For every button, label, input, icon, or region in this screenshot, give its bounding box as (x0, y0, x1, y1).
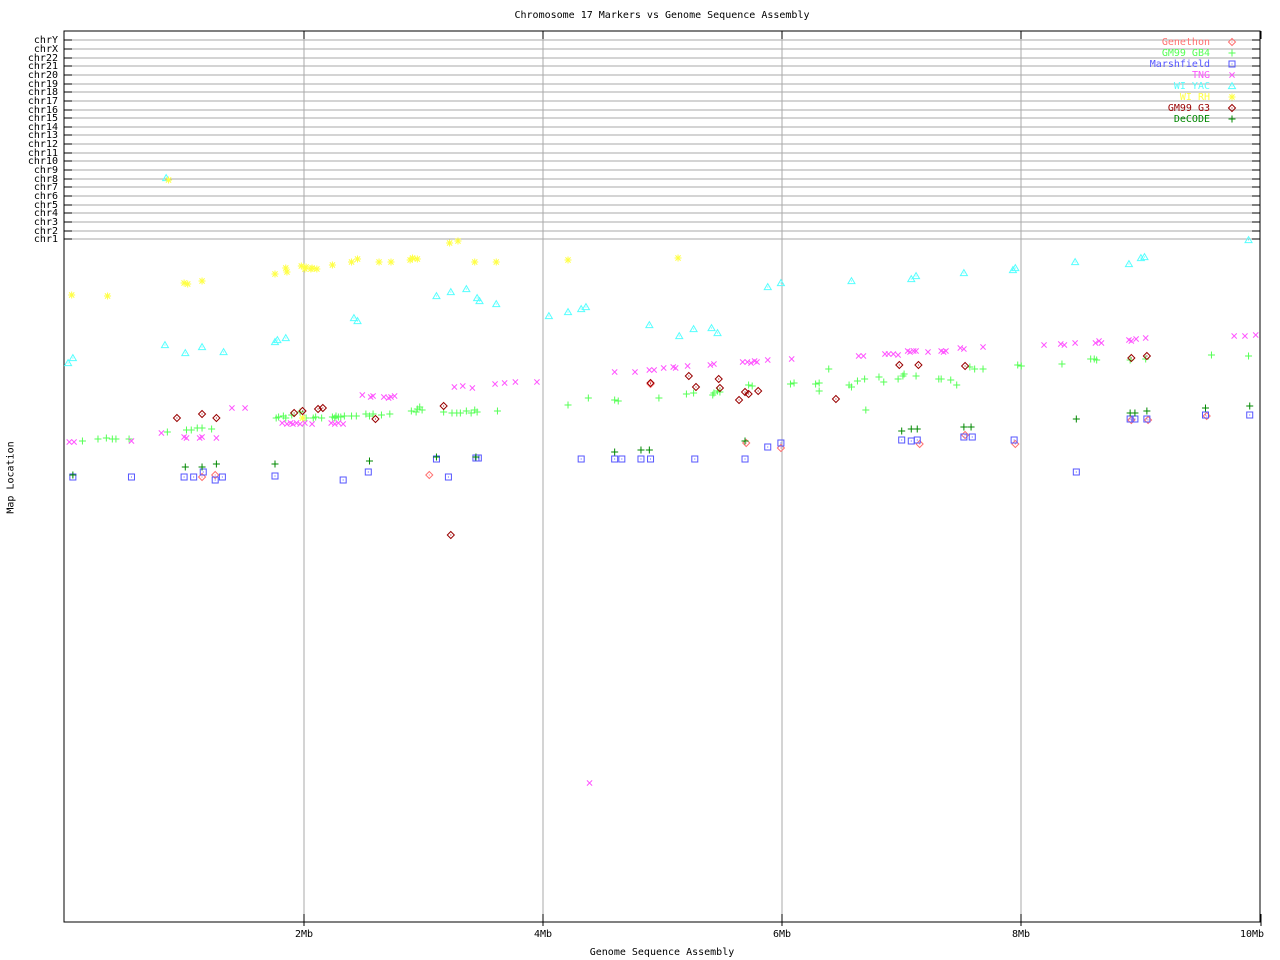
legend (1227, 37, 1237, 123)
series-tng (66, 332, 1259, 786)
plot-frame (63, 30, 1261, 923)
gridlines (64, 31, 1262, 926)
series-genethon (197, 379, 1211, 482)
series-gm99-gb4 (78, 351, 1253, 445)
series-wi-yac (63, 173, 1253, 367)
series-decode (69, 402, 1254, 479)
chart-title: Chromosome 17 Markers vs Genome Sequence… (514, 10, 810, 21)
series-gm99-g3 (172, 351, 1152, 540)
series-marshfield (69, 411, 1254, 484)
series-wi-rh (68, 176, 682, 422)
x-axis-title: Genome Sequence Assembly (589, 947, 735, 958)
